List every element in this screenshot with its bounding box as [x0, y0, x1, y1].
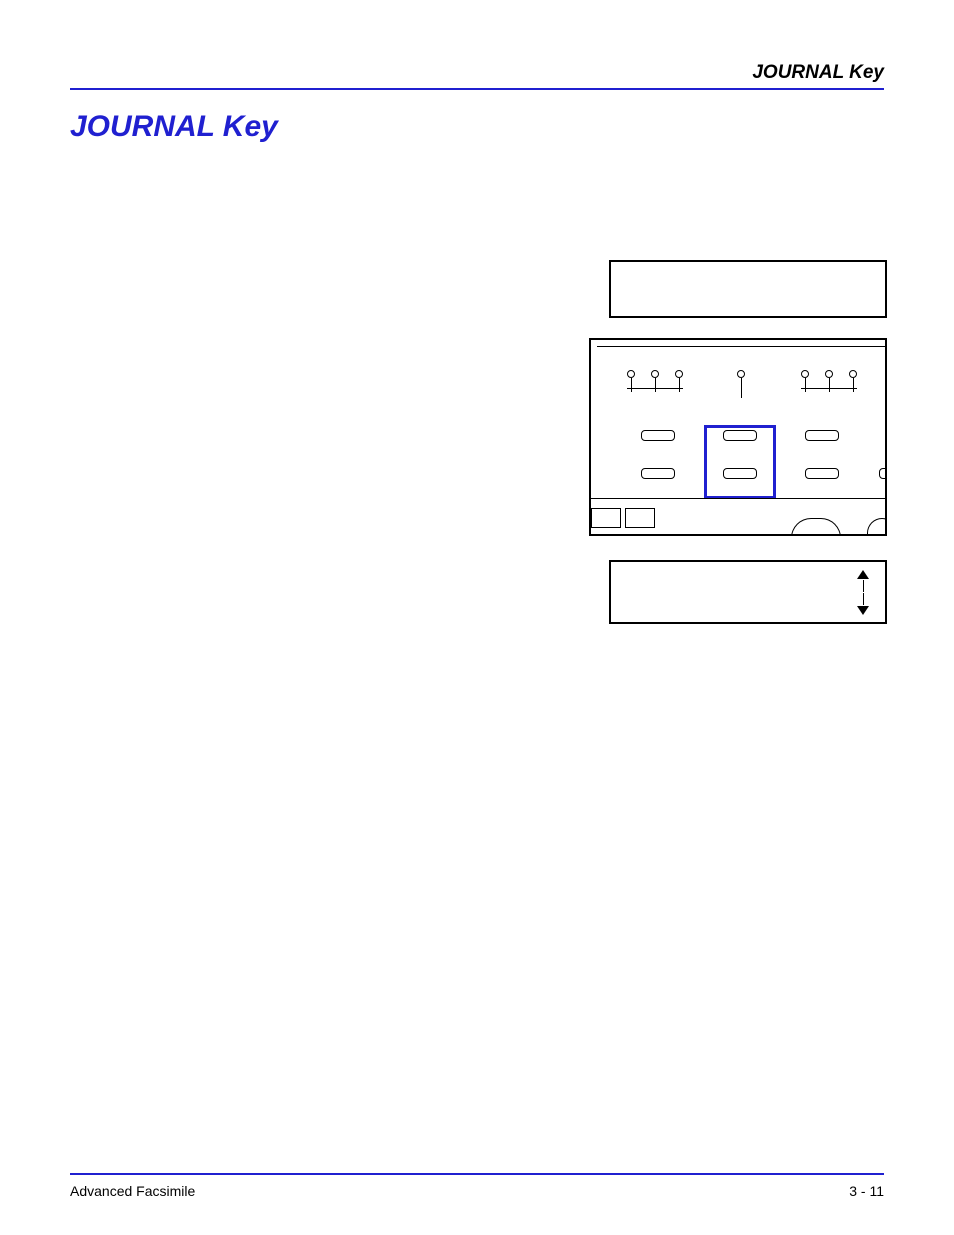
panel-dial-icon	[791, 518, 841, 536]
arrow-up-icon	[857, 570, 869, 579]
page-title: JOURNAL Key	[70, 110, 278, 144]
panel-button	[879, 468, 887, 479]
indicator-stem	[805, 378, 806, 392]
indicator-light-icon	[675, 370, 683, 378]
display-placeholder-box	[609, 260, 887, 318]
scroll-indicator-box	[609, 560, 887, 624]
panel-bottom-block	[625, 508, 655, 528]
journal-key-highlight	[704, 425, 776, 499]
indicator-stem	[631, 378, 632, 392]
header-running-title: JOURNAL Key	[752, 62, 884, 84]
indicator-stem	[741, 378, 742, 398]
arrow-down-icon	[857, 606, 869, 615]
header-rule	[70, 88, 884, 90]
indicator-light-icon	[801, 370, 809, 378]
indicator-light-icon	[737, 370, 745, 378]
panel-bottom-block	[591, 508, 621, 528]
indicator-light-icon	[627, 370, 635, 378]
panel-dial-icon	[867, 518, 887, 536]
panel-top-edge	[597, 346, 885, 347]
footer-rule	[70, 1173, 884, 1175]
panel-separator	[591, 498, 885, 499]
indicator-bar	[801, 388, 857, 389]
panel-button	[805, 468, 839, 479]
control-panel-diagram	[589, 338, 887, 536]
panel-button	[805, 430, 839, 441]
indicator-light-icon	[651, 370, 659, 378]
arrow-stem	[863, 580, 864, 592]
indicator-stem	[853, 378, 854, 392]
panel-button	[641, 468, 675, 479]
indicator-stem	[679, 378, 680, 392]
indicator-light-icon	[825, 370, 833, 378]
footer-section-label: Advanced Facsimile	[70, 1183, 195, 1199]
indicator-light-icon	[849, 370, 857, 378]
arrow-stem	[863, 593, 864, 605]
indicator-stem	[829, 378, 830, 392]
footer-page-number: 3 - 11	[849, 1183, 884, 1199]
panel-button	[641, 430, 675, 441]
indicator-bar	[627, 388, 683, 389]
up-down-arrows	[855, 570, 871, 616]
indicator-stem	[655, 378, 656, 392]
